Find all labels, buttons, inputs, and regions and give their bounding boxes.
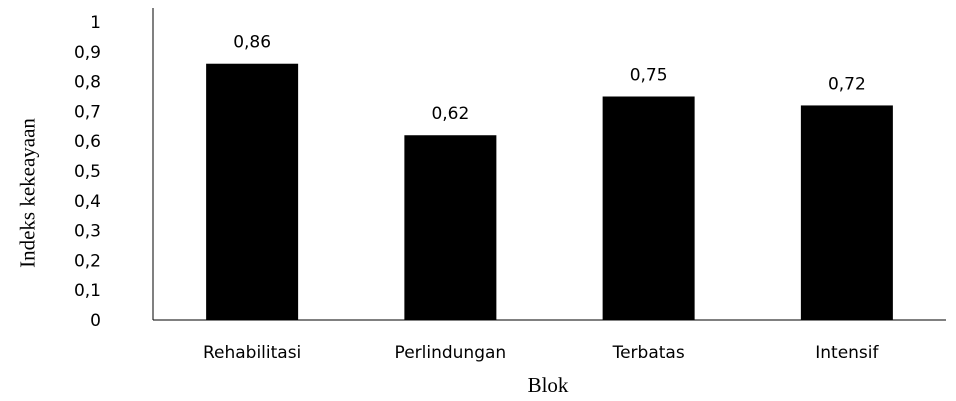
bar-value-label: 0,62 <box>431 104 469 124</box>
y-tick-label: 0,1 <box>74 281 101 301</box>
bar-value-label: 0,72 <box>828 74 866 94</box>
y-axis-title: Indeks kekeayaan <box>15 118 39 268</box>
y-tick-label: 0,5 <box>74 162 101 182</box>
data-labels: 0,86 0,62 0,75 0,72 <box>233 33 866 125</box>
y-tick-label: 0,3 <box>74 222 101 242</box>
y-tick-label: 0,6 <box>74 132 101 152</box>
y-tick-label: 0,2 <box>74 251 101 271</box>
bar <box>800 105 893 320</box>
y-tick-label: 0,9 <box>74 43 101 63</box>
x-category-label: Rehabilitasi <box>203 343 301 363</box>
bar <box>206 63 299 320</box>
category-labels: Rehabilitasi Perlindungan Terbatas Intensif <box>203 343 880 363</box>
bar <box>404 135 497 320</box>
y-tick-label: 0 <box>90 311 101 331</box>
x-category-label: Intensif <box>815 343 879 363</box>
bars <box>206 63 893 320</box>
y-tick-label: 0,7 <box>74 102 101 122</box>
y-tick-label: 0,4 <box>74 192 101 212</box>
bar-value-label: 0,75 <box>630 66 668 86</box>
x-axis-title: Blok <box>528 373 569 397</box>
y-tick-label: 1 <box>90 13 101 33</box>
y-axis-ticks: 0 0,1 0,2 0,3 0,4 0,5 0,6 0,7 0,8 0,9 1 <box>74 13 101 331</box>
bar-value-label: 0,86 <box>233 33 271 53</box>
x-category-label: Terbatas <box>612 343 685 363</box>
x-category-label: Perlindungan <box>395 343 507 363</box>
y-tick-label: 0,8 <box>74 73 101 93</box>
bar <box>602 96 695 320</box>
